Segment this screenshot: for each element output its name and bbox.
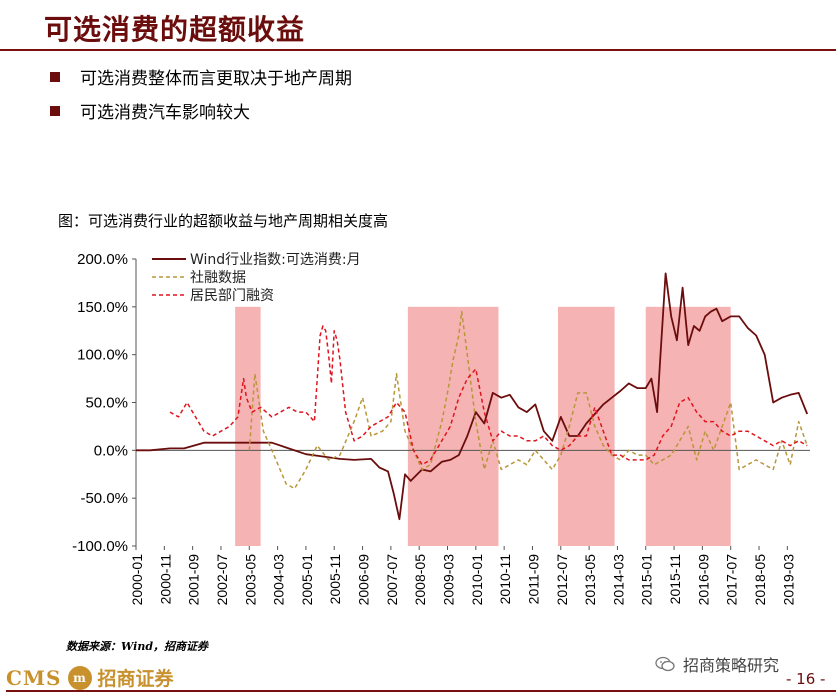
page-number: - 16 -: [786, 670, 826, 688]
x-tick-label: 2004-03: [271, 554, 287, 606]
bullet-square-icon: [50, 105, 60, 116]
x-tick-label: 2003-05: [242, 554, 258, 606]
x-tick-label: 2001-09: [186, 554, 202, 606]
x-tick-label: 2000-01: [129, 554, 145, 606]
y-tick-label: 200.0%: [77, 251, 128, 268]
x-tick-label: 2013-05: [582, 554, 598, 606]
bullet-text: 可选消费整体而言更取决于地产周期: [80, 69, 352, 89]
footer-divider: [6, 690, 836, 692]
legend-label: 社融数据: [190, 270, 246, 286]
logo-latin: CMS: [6, 665, 62, 690]
x-tick-label: 2007-07: [384, 554, 400, 606]
shaded-periods: [235, 306, 731, 546]
y-tick-label: 50.0%: [85, 395, 128, 412]
wechat-label: 招商策略研究: [683, 656, 780, 675]
y-tick-label: 0.0%: [94, 442, 128, 459]
x-tick-label: 2016-09: [695, 554, 711, 606]
x-tick-label: 2014-03: [610, 554, 626, 606]
x-tick-label: 2006-09: [356, 554, 372, 606]
x-tick-label: 2018-05: [752, 554, 768, 606]
shaded-period: [235, 306, 261, 546]
bullet-item: 可选消费整体而言更取决于地产周期: [50, 64, 352, 89]
bullet-item: 可选消费汽车影响较大: [50, 98, 250, 123]
logo-chinese: 招商证券: [97, 668, 174, 690]
legend-label: Wind行业指数:可选消费:月: [190, 252, 361, 268]
x-tick-label: 2019-03: [780, 554, 796, 606]
x-tick-label: 2011-09: [525, 554, 541, 605]
series-line: [248, 310, 808, 490]
page-title: 可选消费的超额收益: [44, 13, 306, 46]
shaded-period: [557, 306, 615, 546]
x-tick-label: 2005-11: [327, 554, 343, 605]
x-tick-label: 2010-01: [469, 554, 485, 606]
x-tick-label: 2010-11: [497, 554, 513, 605]
x-tick-label: 2005-01: [299, 554, 315, 606]
wechat-icon: [655, 656, 675, 672]
x-tick-label: 2002-07: [214, 554, 230, 606]
y-tick-label: -100.0%: [72, 538, 128, 555]
chart-series: [136, 272, 809, 521]
legend-label: 居民部门融资: [190, 288, 274, 304]
bullet-text: 可选消费汽车影响较大: [80, 103, 250, 123]
bullet-square-icon: [50, 71, 60, 82]
shaded-period: [407, 306, 499, 546]
x-tick-label: 2012-07: [554, 554, 570, 606]
x-tick-label: 2008-05: [412, 554, 428, 606]
y-tick-label: 150.0%: [77, 299, 128, 316]
x-tick-label: 2000-11: [157, 554, 173, 605]
series-line: [169, 325, 808, 466]
title-divider: [0, 49, 836, 51]
source-note: 数据来源：Wind，招商证券: [66, 640, 209, 653]
y-tick-label: -50.0%: [80, 490, 128, 507]
x-tick-label: 2017-07: [724, 554, 740, 606]
series-line: [136, 272, 809, 521]
y-tick-label: 100.0%: [77, 347, 128, 364]
logo-badge-icon: m: [67, 665, 92, 690]
chart-axes: -100.0% -50.0% 0.0% 50.0% 100.0% 150.0% 200.0%…: [72, 251, 810, 605]
x-tick-label: 2015-11: [667, 554, 683, 605]
wechat-watermark: 招商策略研究: [655, 652, 779, 676]
cms-logo: CMS m 招商证券: [6, 664, 174, 691]
x-tick-label: 2009-03: [441, 554, 457, 606]
x-tick-label: 2015-01: [639, 554, 655, 606]
figure-caption: 图：可选消费行业的超额收益与地产周期相关度高: [58, 212, 389, 230]
